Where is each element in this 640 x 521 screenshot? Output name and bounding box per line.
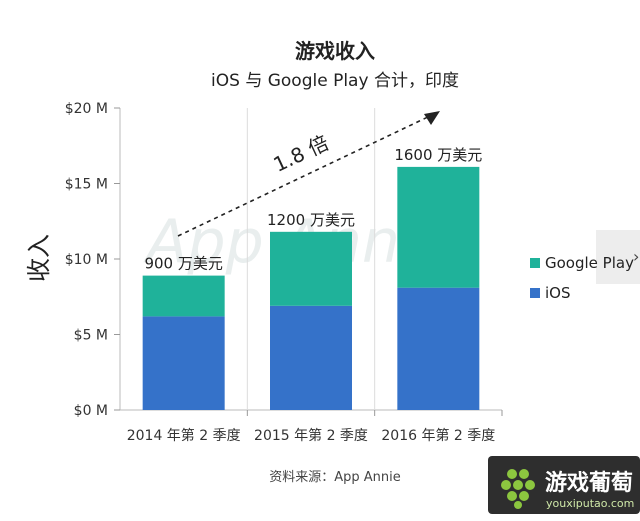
logo-name: 游戏葡萄: [545, 470, 633, 496]
y-tick-label: $15 M: [65, 177, 108, 193]
bar-total-label: 900 万美元: [144, 255, 222, 273]
y-tick-label: $10 M: [65, 252, 108, 268]
bar-total-label: 1600 万美元: [394, 146, 482, 164]
logo-url: youxiputao.com: [546, 497, 634, 510]
bar-ios: [397, 287, 480, 410]
legend: › Google Play iOS: [530, 230, 640, 302]
legend-swatch-ios: [530, 288, 540, 298]
legend-label-ios: iOS: [545, 284, 571, 302]
source-note: 资料来源：App Annie: [269, 470, 401, 485]
legend-tab-arrow-icon: ›: [633, 247, 639, 266]
legend-label-google-play: Google Play: [545, 254, 634, 272]
x-tick-label: 2015 年第 2 季度: [254, 427, 368, 444]
legend-swatch-google-play: [530, 258, 540, 268]
grape-logo-icon: [501, 469, 535, 509]
x-tick-label: 2014 年第 2 季度: [127, 427, 241, 444]
bars: [142, 166, 480, 410]
y-tick-label: $5 M: [74, 328, 108, 344]
x-tick-label: 2016 年第 2 季度: [381, 427, 495, 444]
chart-title: 游戏收入: [295, 39, 375, 63]
logo-badge: 游戏葡萄 youxiputao.com: [488, 456, 640, 514]
chart-subtitle: iOS 与 Google Play 合计，印度: [211, 71, 459, 91]
bar-ios: [270, 305, 352, 410]
bar-google-play: [270, 231, 352, 306]
y-tick-label: $0 M: [74, 403, 108, 419]
bar-google-play: [397, 166, 480, 288]
y-axis-label: 收入: [25, 234, 53, 282]
bar-labels: 900 万美元 1200 万美元 1600 万美元: [144, 146, 482, 273]
bar-total-label: 1200 万美元: [267, 211, 355, 229]
bar-google-play: [142, 275, 225, 317]
y-tick-label: $20 M: [65, 101, 108, 117]
axes: $0 M $5 M $10 M $15 M $20 M 2014 年第 2 季度 2015 …: [65, 101, 503, 444]
growth-arrow: [177, 111, 440, 237]
bar-ios: [142, 316, 225, 410]
growth-annotation: 1.8 倍: [270, 130, 333, 176]
legend-tab: [596, 230, 640, 284]
